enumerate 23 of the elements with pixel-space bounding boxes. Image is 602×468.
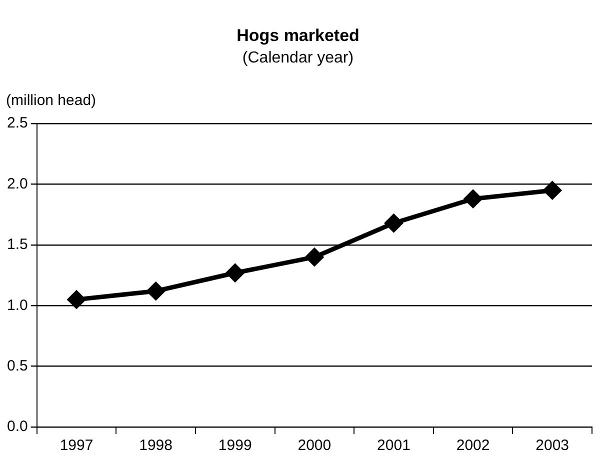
x-tick-label: 1997 xyxy=(60,437,94,454)
point xyxy=(226,263,245,282)
chart-title: Hogs marketed xyxy=(236,26,360,45)
point xyxy=(67,290,86,310)
point xyxy=(464,189,483,208)
x-tick-label: 2001 xyxy=(377,437,410,454)
x-tick-label: 2002 xyxy=(456,437,490,454)
x-tick-label: 1998 xyxy=(139,437,172,454)
x-tick-label: 2000 xyxy=(298,437,332,454)
chart-subtitle: (Calendar year) xyxy=(242,49,354,66)
y-tick-label: 2.5 xyxy=(6,114,28,132)
y-tick-label: 1.0 xyxy=(6,296,28,314)
point xyxy=(384,214,404,233)
y-tick-label: 0.5 xyxy=(6,357,28,374)
x-tick-label: 1999 xyxy=(218,437,252,454)
y-tick-label: 2.0 xyxy=(6,175,28,192)
point xyxy=(146,282,166,301)
y-tick-label: 0.0 xyxy=(6,418,28,436)
y-tick-label: 1.5 xyxy=(6,236,28,254)
point xyxy=(542,180,562,200)
point xyxy=(304,248,324,267)
x-tick-label: 2003 xyxy=(536,437,570,454)
y-axis-title: (million head) xyxy=(6,92,96,109)
